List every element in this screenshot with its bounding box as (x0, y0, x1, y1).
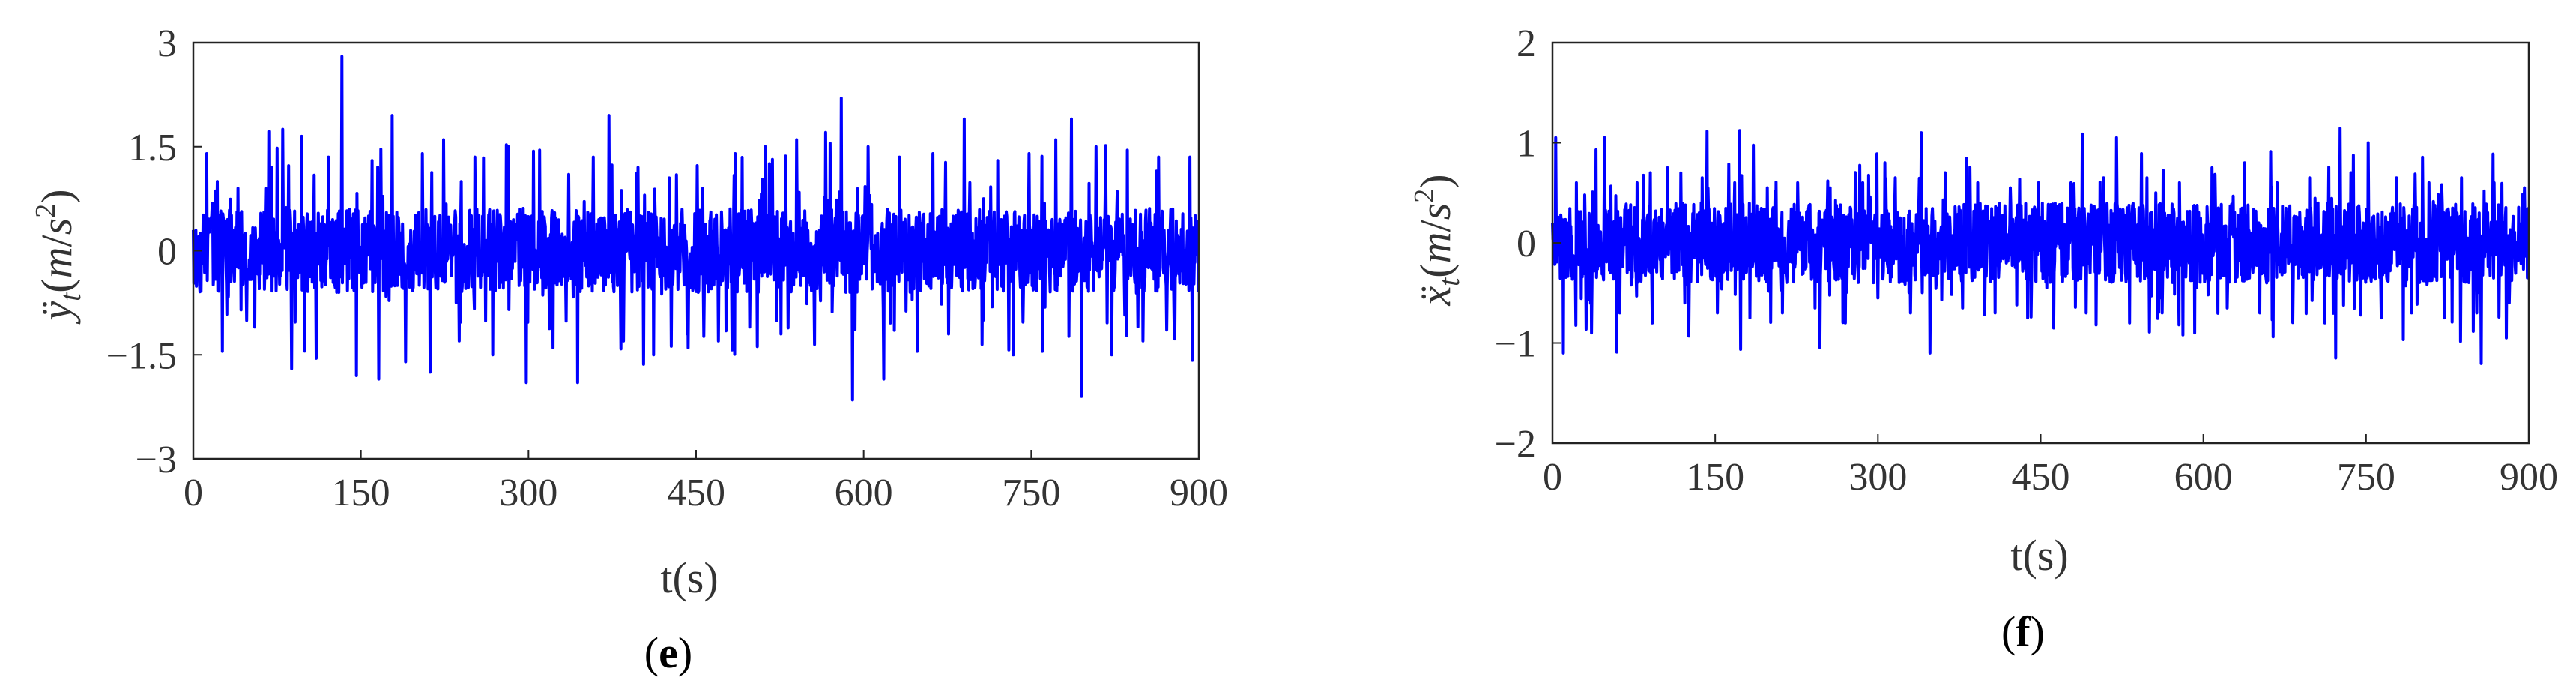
panel-f-series (1551, 127, 2530, 365)
e-x-tick-label-5: 750 (1002, 472, 1060, 514)
panel-e-ylabel-s: s (32, 218, 81, 235)
e-y-tick-label-2: 0 (157, 231, 177, 274)
svg-text:ÿt(m/s2): ÿt(m/s2) (30, 189, 87, 324)
f-y-tick-label-2: 0 (1517, 223, 1536, 265)
panel-e-ylabel-var: ÿ (32, 301, 81, 325)
panel-e-ylabel-open: ( (32, 278, 81, 292)
panel-e-ylabel-close: ) (32, 189, 81, 203)
f-x-tick-label-6: 900 (2500, 456, 2558, 499)
f-x-tick-label-5: 750 (2337, 456, 2395, 499)
f-y-tick-label-4: 2 (1517, 22, 1536, 65)
panel-e-ylabel-exp: 2 (30, 204, 61, 218)
f-x-tick-label-1: 150 (1686, 456, 1744, 499)
panel-f-caption: (f) (2001, 607, 2045, 656)
panel-f-ylabel-var: ẍ (1411, 286, 1460, 307)
e-x-tick-label-1: 150 (332, 472, 390, 514)
f-y-tick-label-3: 1 (1517, 123, 1536, 166)
f-x-tick-label-0: 0 (1543, 456, 1562, 499)
panel-f-x-tick-labels: 0 150 300 450 600 750 900 (1543, 456, 2558, 499)
e-y-tick-label-1: −1.5 (106, 334, 177, 377)
panel-e-frame (192, 41, 1200, 460)
panel-e-chart: 0 150 300 450 600 750 900 −3−1.501.53 t(s) ÿt(… (30, 22, 1228, 677)
panel-f-y-axis-label: ẍt(m/s2) (1409, 174, 1466, 306)
panel-f-ylabel-slash: / (1411, 219, 1460, 232)
panel-f-ylabel-open: ( (1411, 263, 1460, 277)
panel-f-ylabel-s: s (1411, 203, 1460, 220)
panel-f-y-tick-labels: −2 −1 0 1 2 (1495, 22, 1536, 466)
panel-e-ylabel-slash: / (32, 234, 81, 247)
panel-e-ylabel-m: m (32, 247, 81, 278)
panel-e-ylabel-sub: t (53, 292, 87, 301)
svg-text:ẍt(m/s2): ẍt(m/s2) (1409, 174, 1466, 306)
panel-f-x-axis-label: t(s) (2010, 531, 2068, 580)
e-x-tick-label-2: 300 (499, 472, 557, 514)
e-x-tick-label-3: 450 (667, 472, 725, 514)
panel-f-ylabel-sub: t (1432, 277, 1466, 286)
e-x-tick-label-6: 900 (1170, 472, 1228, 514)
panel-e-x-axis-label: t(s) (660, 553, 718, 602)
e-y-tick-label-0: −3 (136, 439, 177, 481)
f-x-tick-label-2: 300 (1848, 456, 1907, 499)
panel-e-y-axis-label: ÿt(m/s2) (30, 189, 87, 324)
panel-e-series (192, 55, 1200, 402)
panel-e-caption-letter: e (659, 628, 678, 677)
e-x-tick-label-0: 0 (184, 472, 203, 514)
e-y-tick-label-4: 3 (157, 22, 177, 65)
panel-e-y-tick-labels: −3 −1.5 0 1.5 3 (106, 22, 177, 481)
f-y-tick-label-1: −1 (1495, 323, 1536, 366)
f-signal-line (1551, 127, 2530, 365)
f-x-tick-label-4: 600 (2174, 456, 2233, 499)
panel-f-frame (1551, 41, 2530, 445)
f-y-tick-label-0: −2 (1495, 423, 1536, 466)
panel-f-ylabel-close: ) (1411, 174, 1460, 188)
e-signal-line (192, 55, 1200, 402)
f-x-tick-label-3: 450 (2012, 456, 2070, 499)
panel-f-ylabel-exp: 2 (1409, 189, 1440, 203)
e-x-tick-label-4: 600 (835, 472, 893, 514)
panel-e-caption: (e) (644, 628, 692, 677)
e-y-tick-label-3: 1.5 (128, 127, 177, 169)
panel-e-x-tick-labels: 0 150 300 450 600 750 900 (184, 472, 1228, 514)
panel-f-caption-letter: f (2016, 607, 2031, 656)
panel-f-ylabel-m: m (1411, 232, 1460, 263)
